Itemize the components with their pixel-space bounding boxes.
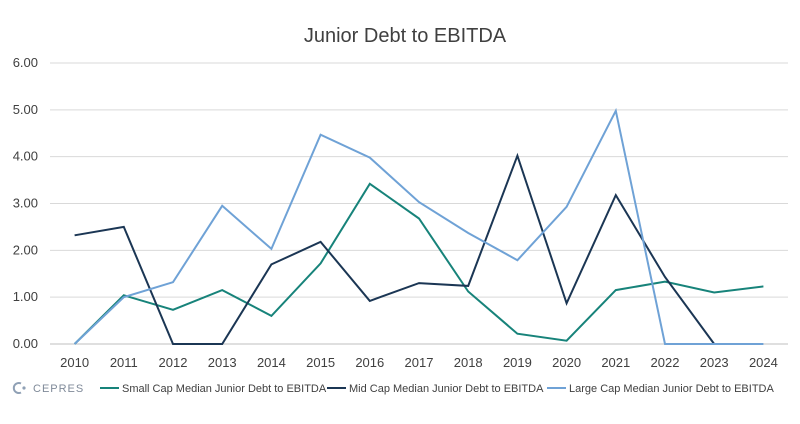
- x-tick-label: 2018: [454, 355, 483, 370]
- legend-label: Small Cap Median Junior Debt to EBITDA: [122, 383, 327, 395]
- grid-layer: [50, 62, 788, 345]
- series-layer: [73, 107, 764, 345]
- x-tick-label: 2012: [159, 355, 188, 370]
- x-tick-label: 2014: [257, 355, 286, 370]
- legend-label: Mid Cap Median Junior Debt to EBITDA: [349, 383, 544, 395]
- y-tick-label: 2.00: [13, 242, 38, 257]
- y-tick-label: 5.00: [13, 102, 38, 117]
- logo-text: CEPRES: [33, 383, 84, 395]
- x-tick-label: 2013: [208, 355, 237, 370]
- y-tick-label: 3.00: [13, 196, 38, 211]
- series-line-3: [73, 107, 764, 345]
- x-tick-label: 2022: [651, 355, 680, 370]
- brand-logo: CEPRES: [12, 382, 84, 395]
- y-tick-label: 4.00: [13, 149, 38, 164]
- x-tick-label: 2024: [749, 355, 778, 370]
- x-tick-label: 2019: [503, 355, 532, 370]
- y-axis-ticks: 0.00 1.00 2.00 3.00 4.00 5.00 6.00: [13, 55, 38, 351]
- x-tick-label: 2017: [405, 355, 434, 370]
- y-tick-label: 1.00: [13, 289, 38, 304]
- x-tick-label: 2020: [552, 355, 581, 370]
- series-line-2: [74, 152, 716, 345]
- y-tick-label: 6.00: [13, 55, 38, 70]
- legend-label: Large Cap Median Junior Debt to EBITDA: [569, 383, 774, 395]
- x-tick-label: 2010: [60, 355, 89, 370]
- y-tick-label: 0.00: [13, 336, 38, 351]
- x-tick-label: 2021: [601, 355, 630, 370]
- chart-title: Junior Debt to EBITDA: [304, 25, 507, 47]
- x-tick-label: 2016: [355, 355, 384, 370]
- series-line-1: [73, 182, 764, 345]
- x-tick-label: 2015: [306, 355, 335, 370]
- cepres-logo-icon: [12, 382, 26, 394]
- x-tick-label: 2011: [110, 355, 138, 370]
- x-tick-label: 2023: [700, 355, 729, 370]
- chart-legend: Small Cap Median Junior Debt to EBITDA Mi…: [100, 383, 774, 395]
- x-axis-ticks: 2010 2011 2012 2013 2014 2015 2016 2017 2018 2019…: [60, 355, 778, 370]
